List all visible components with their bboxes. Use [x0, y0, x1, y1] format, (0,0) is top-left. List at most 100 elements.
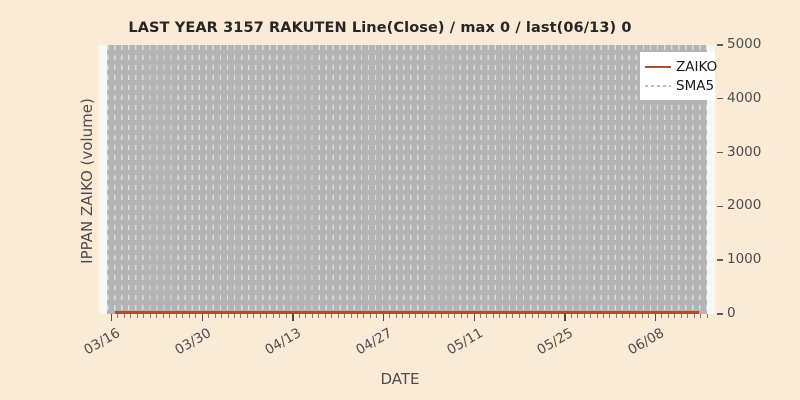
x-axis-minor-tick: [512, 314, 514, 318]
x-axis-tick: [473, 314, 475, 321]
x-axis-minor-tick: [143, 314, 145, 318]
x-axis-tick: [201, 314, 204, 321]
legend-label-zaiko: ZAIKO: [676, 58, 718, 75]
x-axis-minor-tick: [583, 314, 585, 318]
y-tick-mark: [717, 151, 723, 154]
x-axis-minor-tick: [402, 314, 404, 318]
x-axis-minor-tick: [221, 314, 223, 318]
x-axis-minor-tick: [117, 314, 119, 318]
x-axis-minor-tick: [318, 314, 320, 318]
y-tick-mark: [717, 313, 723, 315]
y-tick-mark: [717, 259, 723, 261]
x-axis-minor-tick: [609, 314, 611, 318]
x-axis-minor-tick: [603, 314, 604, 318]
y-tick-label: 2000: [727, 197, 762, 214]
x-axis-minor-tick: [590, 314, 592, 318]
x-axis-tick-label: 05/11: [443, 325, 486, 359]
y-tick-label: 5000: [727, 36, 762, 52]
x-axis-minor-tick: [311, 314, 313, 318]
x-axis-minor-tick: [156, 314, 158, 318]
x-axis-minor-tick: [214, 314, 216, 318]
x-axis-minor-tick: [175, 314, 177, 318]
x-axis-minor-tick: [149, 314, 151, 318]
x-axis-minor-tick: [577, 314, 579, 318]
legend-item-sma5[interactable]: SMA5: [645, 76, 714, 95]
x-axis-minor-tick: [693, 314, 695, 318]
x-axis-minor-tick: [337, 314, 339, 318]
x-axis-minor-tick: [674, 314, 676, 318]
x-axis-tick-label: 03/30: [171, 325, 214, 359]
chart-title: LAST YEAR 3157 RAKUTEN Line(Close) / max…: [128, 20, 632, 36]
x-axis-tick: [111, 314, 113, 321]
x-axis-minor-tick: [570, 314, 572, 318]
legend-label-sma5: SMA5: [676, 77, 715, 94]
x-axis-minor-tick: [525, 314, 527, 318]
x-axis-tick-label: 03/16: [81, 325, 123, 359]
x-axis-minor-tick: [667, 314, 669, 318]
x-axis-minor-tick: [454, 314, 456, 318]
x-axis-minor-tick: [622, 314, 624, 318]
x-axis-minor-tick: [130, 314, 132, 318]
x-axis-minor-tick: [505, 314, 507, 318]
x-axis-minor-tick: [538, 314, 540, 318]
x-axis-minor-tick: [492, 314, 494, 318]
x-axis-minor-tick: [441, 314, 443, 318]
x-axis-minor-tick: [661, 314, 663, 318]
x-axis-minor-tick: [480, 314, 481, 318]
x-axis-minor-tick: [240, 314, 242, 318]
x-axis-minor-tick: [596, 314, 598, 318]
x-axis-tick-label: 06/08: [625, 325, 667, 359]
x-axis-minor-tick: [687, 314, 689, 318]
x-axis-minor-tick: [324, 314, 326, 318]
series-line-zaiko: [115, 311, 699, 314]
y-axis-title: IPPAN ZAIKO (volume): [78, 98, 96, 264]
y-tick-label: 1000: [727, 251, 762, 268]
x-axis-minor-tick: [136, 314, 138, 318]
x-axis-minor-tick: [279, 314, 281, 318]
x-axis-minor-tick: [428, 314, 430, 318]
legend-item-zaiko[interactable]: ZAIKO: [645, 57, 717, 76]
x-axis-minor-tick: [635, 314, 637, 318]
x-axis-minor-tick: [415, 314, 417, 318]
x-axis-minor-tick: [344, 314, 346, 318]
x-axis-minor-tick: [421, 314, 423, 318]
x-axis-minor-tick: [551, 314, 553, 318]
x-axis-minor-tick: [389, 314, 391, 318]
x-axis-minor-tick: [615, 314, 617, 318]
x-axis-minor-tick: [499, 314, 501, 318]
x-axis-tick: [564, 314, 566, 321]
x-axis-minor-tick: [706, 314, 708, 318]
x-axis-minor-tick: [628, 314, 630, 318]
plot-data-band: [107, 45, 707, 314]
x-axis-minor-tick: [305, 314, 307, 318]
x-axis-minor-tick: [208, 314, 210, 318]
x-axis-minor-tick: [331, 314, 333, 318]
y-tick-label: 0: [727, 305, 736, 321]
x-axis-minor-tick: [544, 314, 546, 318]
x-axis-minor-tick: [298, 314, 300, 318]
chart-legend[interactable]: ZAIKO SMA5: [640, 52, 717, 100]
x-axis-minor-tick: [648, 314, 650, 318]
x-axis-minor-tick: [246, 314, 248, 318]
y-tick-label: 4000: [727, 89, 762, 106]
x-axis-tick-label: 05/25: [534, 325, 577, 359]
x-axis-tick: [292, 314, 294, 321]
x-axis-tick-label: 04/13: [262, 325, 305, 359]
x-axis-minor-tick: [357, 314, 358, 318]
x-axis-minor-tick: [408, 314, 410, 318]
vertical-gridlines: [107, 45, 707, 314]
x-axis-minor-tick: [376, 314, 378, 318]
y-tick-label: 3000: [727, 143, 762, 160]
x-axis-minor-tick: [486, 314, 488, 318]
x-axis-minor-tick: [169, 314, 171, 318]
x-axis-minor-tick: [259, 314, 261, 318]
x-axis-minor-tick: [266, 314, 268, 318]
x-axis-minor-tick: [195, 314, 197, 318]
y-tick-mark: [717, 98, 723, 100]
x-axis-tick: [654, 314, 657, 321]
x-axis-minor-tick: [557, 314, 559, 318]
y-tick-mark: [717, 44, 723, 46]
x-axis-minor-tick: [182, 314, 184, 318]
x-axis-tick: [382, 314, 385, 321]
